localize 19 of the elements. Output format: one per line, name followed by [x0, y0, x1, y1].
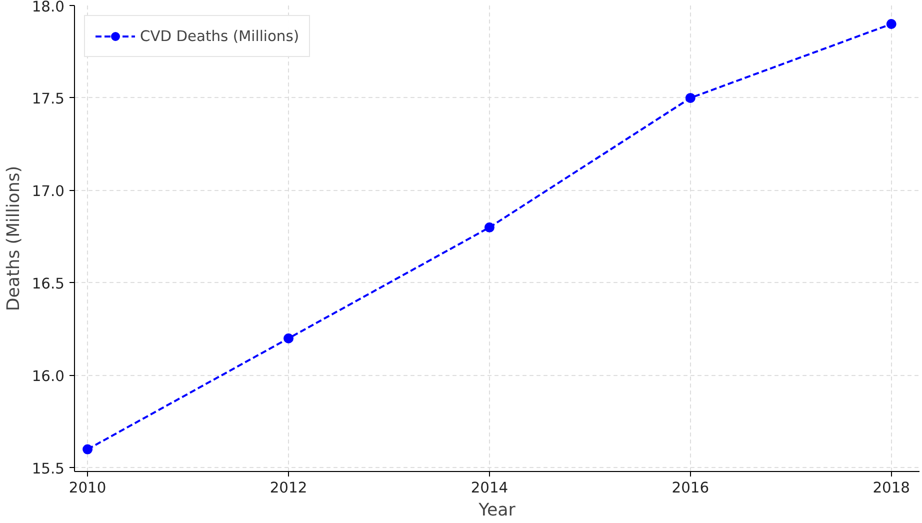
- point: [685, 92, 696, 103]
- x-tick-label: 2018: [872, 480, 910, 496]
- y-tick-label: 16.0: [32, 368, 65, 385]
- y-tick-label: 17.0: [32, 182, 65, 200]
- y-axis-title: Deaths (Millions): [4, 166, 24, 312]
- x-tick-label: 2012: [270, 480, 308, 496]
- y-tick-label: 16.5: [32, 275, 65, 292]
- y-tick-label: 17.5: [32, 90, 65, 108]
- x-tick-label: 2016: [672, 480, 710, 496]
- x-tick-label: 2010: [68, 480, 106, 496]
- point: [82, 444, 93, 454]
- point: [284, 333, 294, 344]
- y-tick-label: 15.5: [32, 460, 65, 478]
- x-tick-label: 2014: [470, 480, 508, 496]
- y-tick-label: 18.0: [32, 0, 65, 16]
- x-axis-title: Year: [478, 500, 516, 520]
- point: [484, 222, 494, 232]
- point: [886, 19, 896, 29]
- legend-label: CVD Deaths (Millions): [140, 28, 300, 44]
